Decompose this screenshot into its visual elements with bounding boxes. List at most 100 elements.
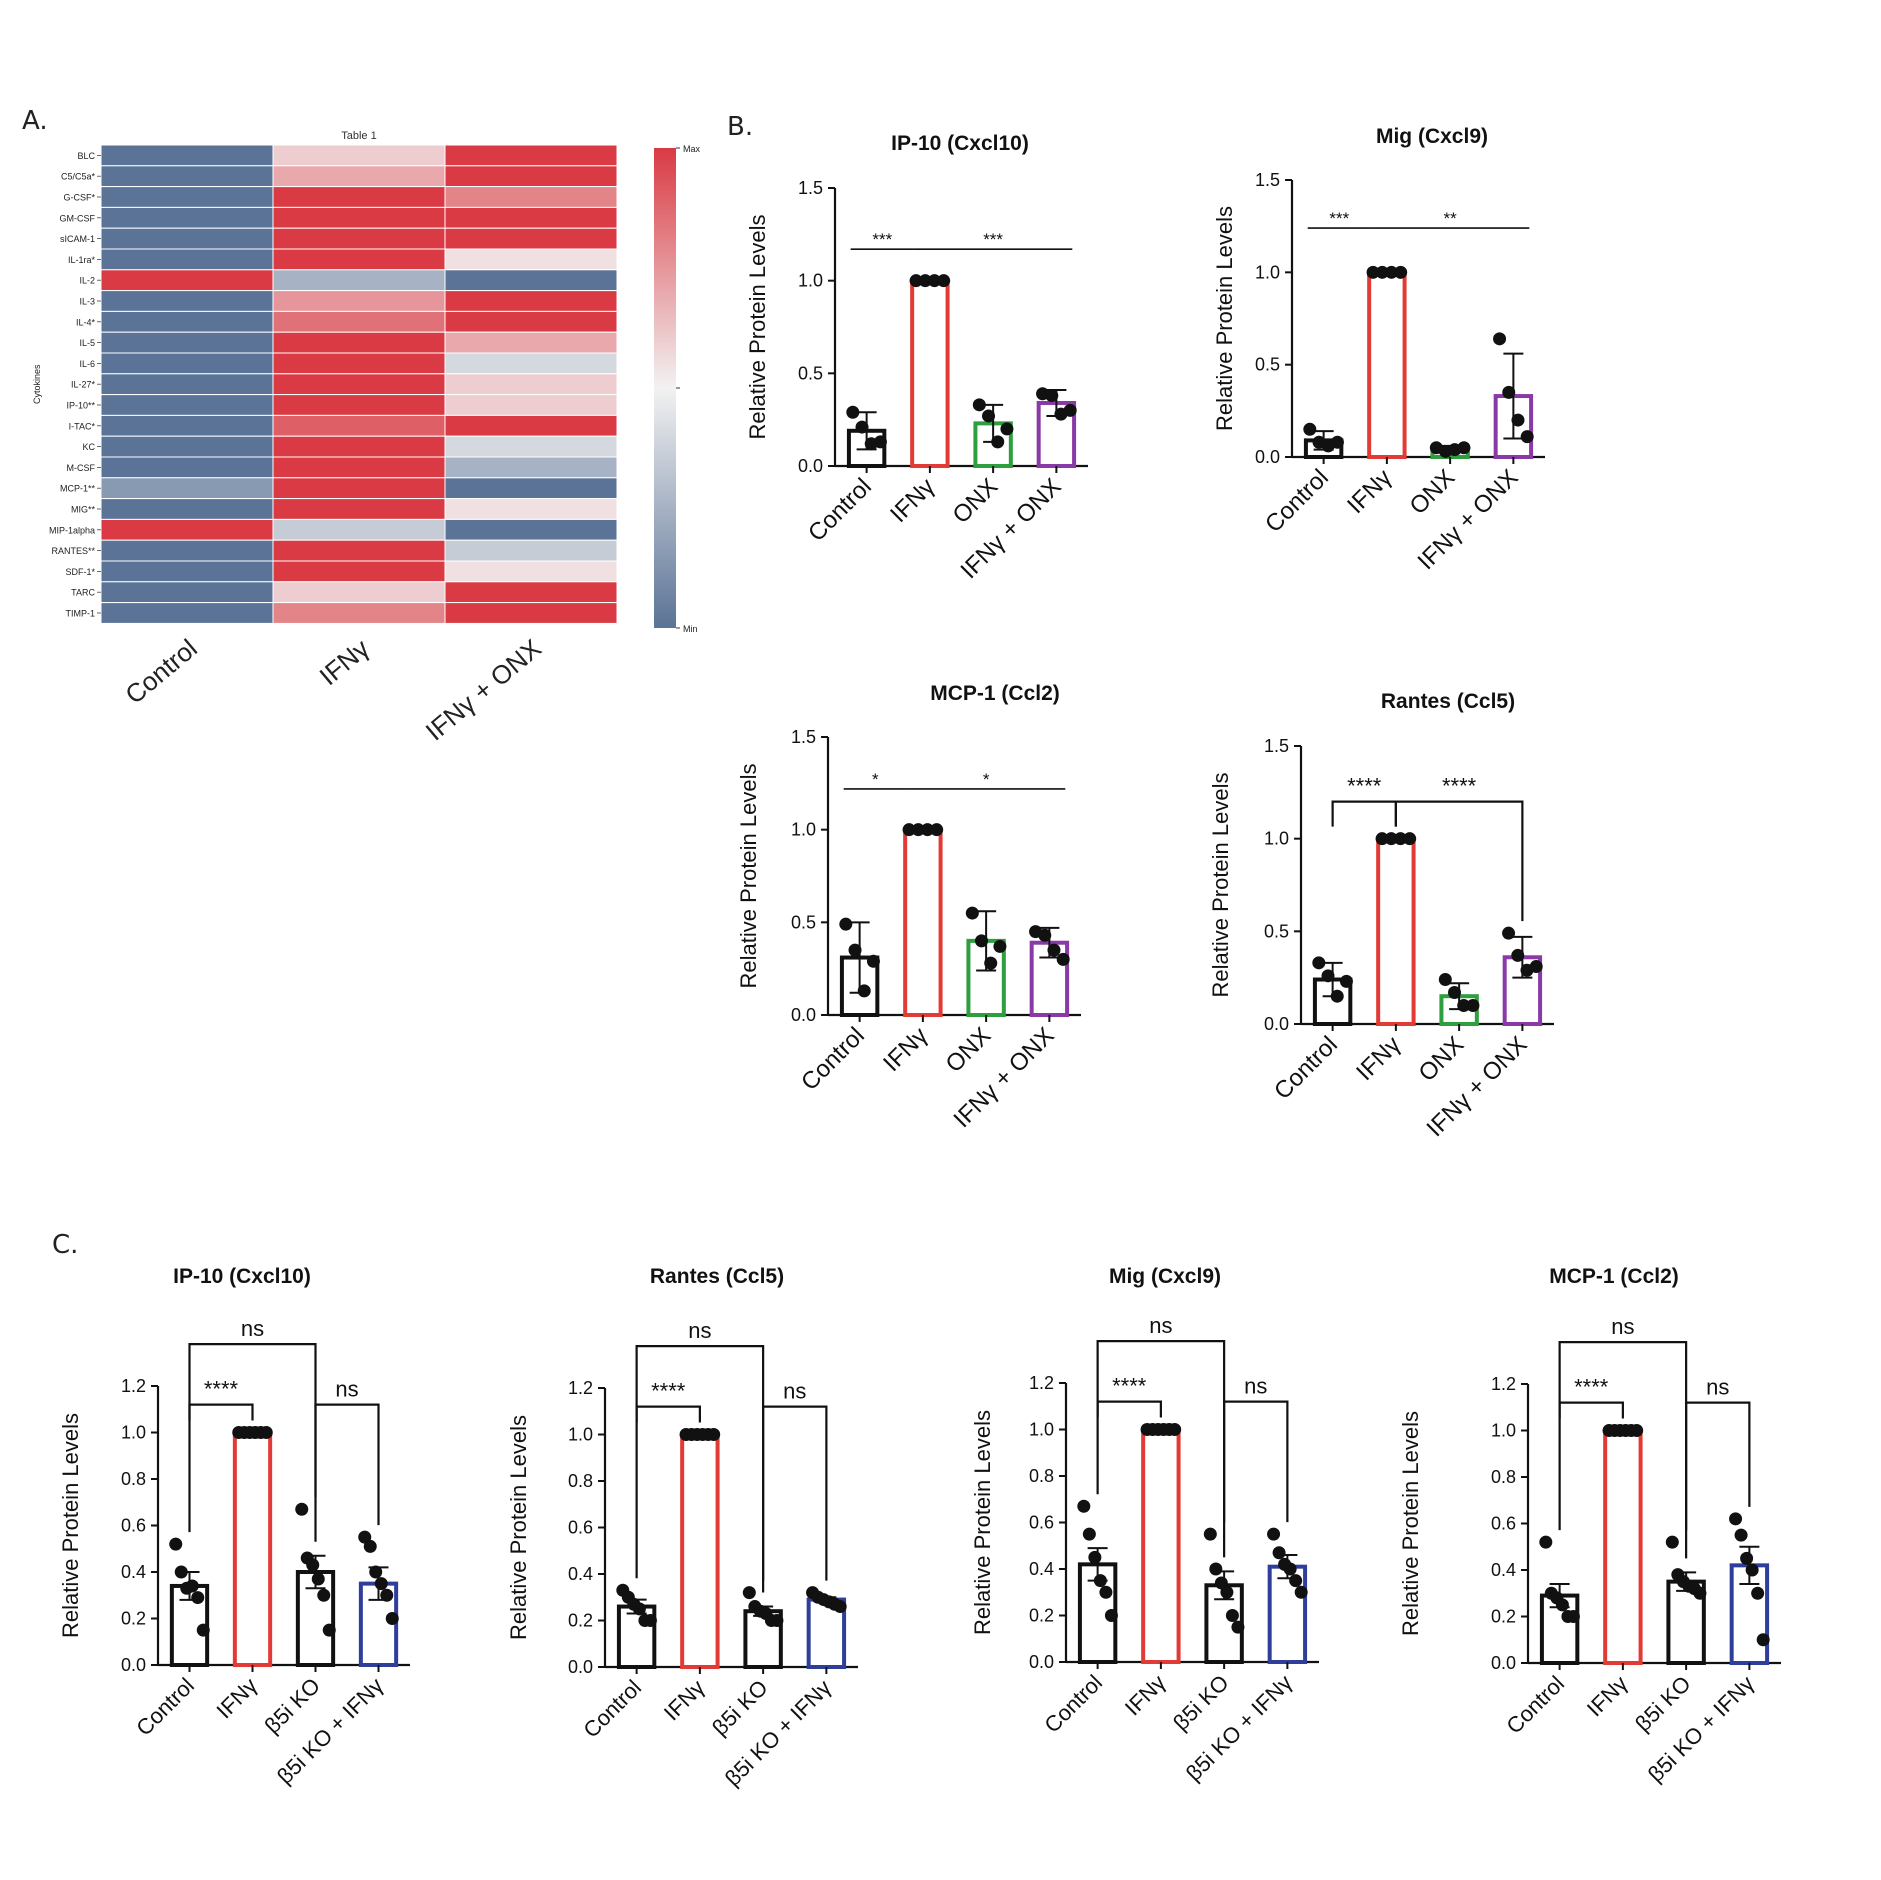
- data-point: [1729, 1512, 1743, 1526]
- x-tick-label: Control: [578, 1675, 646, 1743]
- heatmap-cell: [444, 435, 618, 458]
- y-tick-label: 0.4: [1491, 1560, 1516, 1580]
- data-point: [1457, 441, 1471, 455]
- data-point: [374, 1577, 388, 1591]
- y-tick-label: 0.5: [1264, 921, 1289, 941]
- data-point: [1740, 1551, 1754, 1565]
- y-axis-label: Relative Protein Levels: [1208, 772, 1233, 997]
- chart-title: IP-10 (Cxcl10): [891, 132, 1029, 155]
- data-point: [191, 1591, 205, 1605]
- heatmap-row-label: KC: [82, 442, 95, 452]
- data-point: [975, 934, 989, 948]
- heatmap-cell: [272, 206, 446, 229]
- data-point: [984, 956, 998, 970]
- data-point: [993, 939, 1007, 953]
- heatmap-cell: [100, 414, 274, 437]
- data-point: [848, 943, 862, 957]
- y-tick-label: 0.6: [1491, 1514, 1516, 1534]
- significance-label: ns: [688, 1318, 711, 1343]
- x-tick-label: Control: [131, 1673, 199, 1741]
- significance-label: *: [983, 770, 990, 789]
- heatmap-row-label: IL-27*: [71, 380, 96, 390]
- heatmap-cell: [272, 352, 446, 375]
- significance-bracket: [188, 1343, 317, 1533]
- heatmap-row-label: GM-CSF: [60, 213, 96, 223]
- heatmap-cell: [100, 560, 274, 583]
- data-point: [1693, 1586, 1707, 1600]
- data-point: [1289, 1574, 1303, 1588]
- x-tick-label: IFNγ: [212, 1673, 263, 1724]
- significance-bracket: [1558, 1341, 1688, 1531]
- heatmap-cell: [444, 560, 618, 583]
- heatmap-row-label: TIMP-1: [65, 609, 95, 619]
- data-point: [1665, 1535, 1679, 1549]
- significance-label: ns: [783, 1379, 806, 1404]
- data-point: [385, 1612, 399, 1625]
- chart-b4: Rantes (Ccl5) 0.0 0.5 1.0 1.5 Relative Protei…: [1208, 690, 1554, 1142]
- heatmap-row-label: IL-3: [79, 297, 95, 307]
- heatmap-cell: [272, 539, 446, 562]
- significance-label: ****: [1442, 774, 1477, 799]
- data-point: [1038, 928, 1052, 942]
- heatmap-row-label: C5/C5a*: [61, 172, 96, 182]
- data-point: [1375, 832, 1389, 846]
- data-point: [1104, 1609, 1118, 1622]
- y-tick-label: 0.0: [1255, 447, 1280, 467]
- heatmap-cell: [100, 435, 274, 458]
- y-tick-label: 1.0: [1491, 1421, 1516, 1441]
- heatmap-ylabel: Cytokines: [32, 364, 42, 404]
- chart-b1: IP-10 (Cxcl10) 0.0 0.5 1.0 1.5 Relative Prote…: [745, 132, 1088, 584]
- data-point: [185, 1579, 199, 1593]
- x-tick-label: IFNγ: [1351, 1031, 1406, 1086]
- data-point: [1220, 1585, 1234, 1599]
- x-tick-label: Control: [796, 1022, 870, 1096]
- y-axis-label: Relative Protein Levels: [58, 1413, 83, 1638]
- heatmap-cell: [444, 352, 618, 375]
- significance-bracket: [762, 1405, 828, 1593]
- colorbar-max-label: Max: [683, 144, 701, 154]
- significance-label: ****: [1347, 774, 1382, 799]
- x-tick-label: Control: [803, 473, 877, 547]
- heatmap-cell: [444, 539, 618, 562]
- significance-bracket: [1558, 1401, 1624, 1419]
- data-point: [965, 906, 979, 920]
- y-tick-label: 0.2: [1491, 1607, 1516, 1627]
- heatmap-cell: [272, 581, 446, 604]
- data-point: [1056, 952, 1070, 966]
- data-point: [1088, 1550, 1102, 1564]
- chart-c4: MCP-1 (Ccl2) 0.0 0.2 0.4 0.6 0.8 1.0 1.2 Relativ…: [1398, 1265, 1781, 1787]
- significance-bracket: [635, 1405, 701, 1423]
- heatmap-cell: [100, 539, 274, 562]
- heatmap-cell: [444, 498, 618, 520]
- data-point: [1745, 1563, 1759, 1577]
- chart-title: MCP-1 (Ccl2): [930, 682, 1060, 705]
- y-tick-label: 1.2: [1491, 1374, 1516, 1394]
- data-point: [911, 823, 925, 837]
- heatmap-row-label: G-CSF*: [64, 193, 96, 203]
- y-axis-label: Relative Protein Levels: [736, 763, 761, 988]
- data-point: [1751, 1586, 1765, 1600]
- data-point: [643, 1614, 657, 1627]
- heatmap-cell: [100, 477, 274, 500]
- heatmap-cell: [272, 248, 446, 271]
- significance-bracket: [1096, 1340, 1226, 1523]
- heatmap-cell: [100, 248, 274, 271]
- significance-label: ***: [1329, 209, 1349, 228]
- heatmap-cell: [444, 394, 618, 416]
- data-point: [1272, 1546, 1286, 1560]
- heatmap-row-label: TARC: [71, 588, 95, 598]
- heatmap-cell: [100, 206, 274, 229]
- chart-b3: MCP-1 (Ccl2) 0.0 0.5 1.0 1.5 Relative Protein…: [736, 682, 1081, 1133]
- y-tick-label: 1.0: [1255, 262, 1280, 282]
- x-tick-label: IFNγ: [1582, 1671, 1633, 1722]
- heatmap-cell: [100, 394, 274, 416]
- data-point: [1330, 989, 1344, 1003]
- data-point: [1511, 413, 1525, 427]
- heatmap-cell: [100, 269, 274, 292]
- heatmap-cell: [444, 310, 618, 333]
- y-tick-label: 0.0: [568, 1657, 593, 1677]
- y-tick-label: 0.0: [121, 1655, 146, 1675]
- data-point: [930, 823, 944, 837]
- data-point: [902, 823, 916, 837]
- bar: [680, 1432, 720, 1669]
